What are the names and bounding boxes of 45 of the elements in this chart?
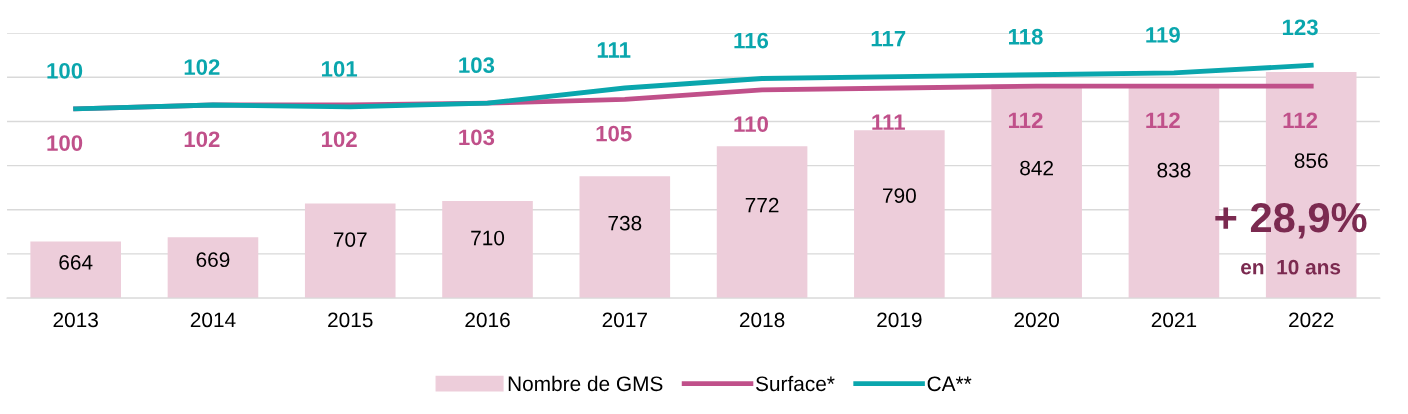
data-label: 772 [745,197,779,213]
data-label: 738 [608,215,642,231]
x-tick-label: 2022 [1289,312,1334,328]
legend-label: Surface* [755,375,835,392]
data-label: 707 [333,232,367,247]
x-tick-label: 2014 [190,312,236,328]
data-label: 123 [1282,19,1318,36]
data-label: 838 [1157,162,1191,178]
annotation: en 10 ans [1241,259,1341,275]
data-label: 116 [734,32,769,49]
data-label: 842 [1020,160,1053,176]
data-label: 112 [1283,112,1318,128]
data-label: 102 [184,59,220,75]
data-label: 117 [871,31,906,47]
x-tick-label: 2013 [53,312,98,328]
x-tick-label: 2019 [877,312,922,328]
data-label: 111 [872,114,905,130]
data-label: 790 [883,188,916,203]
x-tick-label: 2017 [602,312,647,328]
data-label: 100 [47,62,83,79]
data-label: 102 [184,131,220,148]
annotation: + 28,9% [1215,202,1367,239]
data-label: 110 [734,116,768,132]
data-label: 102 [321,131,357,148]
data-label: 119 [1146,26,1180,43]
x-tick-label: 2021 [1151,312,1197,328]
data-label: 664 [59,255,93,270]
x-tick-label: 2015 [328,312,373,328]
data-label: 112 [1146,112,1180,128]
data-label: 103 [459,129,495,146]
data-label: 105 [596,125,632,142]
x-tick-label: 2020 [1014,312,1059,328]
legend-label: Nombre de GMS [508,375,663,392]
data-label: 669 [196,252,230,268]
x-tick-label: 2016 [465,312,510,328]
data-label: 856 [1294,153,1328,169]
data-label: 710 [471,230,505,246]
data-label: 118 [1009,28,1043,45]
data-label: 111 [597,42,631,58]
legend-label: CA** [927,376,972,392]
data-label: 101 [321,61,358,77]
x-tick-label: 2018 [739,312,785,328]
data-label: 112 [1009,112,1043,128]
data-label: 100 [47,135,83,151]
data-label: 103 [459,57,495,74]
